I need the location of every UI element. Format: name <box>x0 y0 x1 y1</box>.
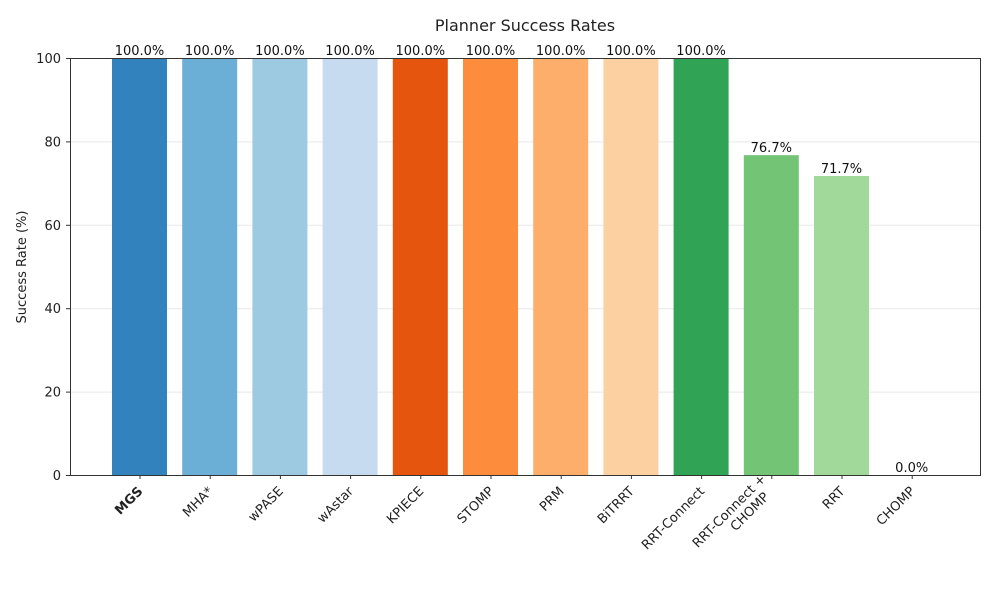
bars <box>112 58 869 476</box>
y-tick-label: 100 <box>36 52 61 67</box>
bar <box>673 58 729 475</box>
y-tick-label: 60 <box>44 219 61 234</box>
data-label: 100.0% <box>185 44 235 59</box>
y-axis-ticks: 0 20 40 60 80 100 <box>36 52 70 484</box>
bar <box>252 58 308 475</box>
x-tick-label: MHA* <box>180 484 217 521</box>
data-labels: 100.0% 100.0% 100.0% 100.0% 100.0% 100.0% 100.… <box>115 44 929 476</box>
x-tick-label-line: MHA* <box>180 484 217 521</box>
data-label: 100.0% <box>115 44 165 59</box>
y-axis-label: Success Rate (%) <box>15 211 30 324</box>
x-tick-label: RRT-Connect +CHOMP <box>690 472 780 562</box>
bar <box>463 58 518 475</box>
data-label: 100.0% <box>255 44 305 59</box>
data-label: 100.0% <box>606 44 656 59</box>
x-tick-label: PRM <box>537 484 567 514</box>
x-tick-label: wPASE <box>246 484 287 525</box>
bar <box>182 58 238 475</box>
bar <box>322 58 378 475</box>
x-tick-label: MGS <box>112 484 146 518</box>
data-label: 100.0% <box>325 44 375 59</box>
x-tick-label-line: wPASE <box>246 484 287 525</box>
x-tick-label-line: KPIECE <box>384 484 427 527</box>
x-tick-label: STOMP <box>455 484 498 527</box>
bar <box>392 58 448 475</box>
y-tick-label: 0 <box>53 469 61 484</box>
data-label: 0.0% <box>895 461 928 476</box>
x-tick-label: CHOMP <box>874 484 919 529</box>
x-tick-label-line: wAstar <box>315 484 358 527</box>
x-tick-label-line: STOMP <box>455 484 498 527</box>
x-tick-label-line: BiTRRT <box>595 484 638 527</box>
bar <box>814 176 869 476</box>
x-tick-label: wAstar <box>315 484 358 527</box>
y-tick-label: 20 <box>44 386 61 401</box>
x-tick-label-line: PRM <box>537 484 567 514</box>
plot-frame <box>70 58 981 476</box>
bar <box>603 58 659 475</box>
x-tick-label: BiTRRT <box>595 484 638 527</box>
x-tick-label: KPIECE <box>384 484 427 527</box>
x-tick-label-line: MGS <box>112 484 146 518</box>
data-label: 100.0% <box>466 44 516 59</box>
y-tick-label: 40 <box>44 302 61 317</box>
bar <box>743 155 799 475</box>
x-tick-label-line: CHOMP <box>874 484 919 529</box>
data-label: 71.7% <box>821 162 862 177</box>
bar <box>112 58 167 475</box>
x-axis-ticks: MGS MHA* wPASE wAstar KPIECE STOMP PRM BiTRRT RR… <box>112 472 919 562</box>
data-label: 100.0% <box>536 44 586 59</box>
x-tick-label: RRT <box>820 484 848 512</box>
data-label: 100.0% <box>396 44 446 59</box>
y-tick-label: 80 <box>44 135 61 150</box>
x-tick-label-line: RRT <box>820 484 848 512</box>
bar <box>533 58 589 475</box>
chart-title: Planner Success Rates <box>435 16 615 35</box>
data-label: 100.0% <box>676 44 726 59</box>
data-label: 76.7% <box>751 141 792 156</box>
